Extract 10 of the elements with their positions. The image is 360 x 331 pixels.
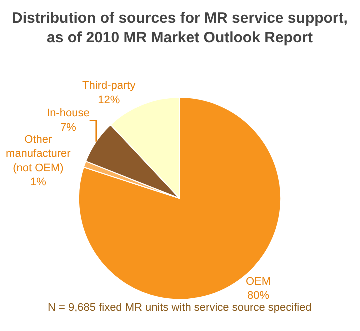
data-label: 7% <box>60 122 77 134</box>
data-label: 1% <box>30 176 47 189</box>
text: N = 9,685 fixed MR units with service source specified <box>48 302 312 314</box>
slice-label: In-house <box>47 108 90 120</box>
slice-label: Third-party <box>82 80 136 92</box>
data-label: 80% <box>248 290 270 302</box>
chart-title: Distribution of sources for MR service support, as of 2010 MR Market Outlook Report <box>12 10 348 47</box>
slice-label: OEM <box>246 276 272 288</box>
slice-label: Other manufacturer (not OEM) <box>6 134 72 174</box>
data-label: 12% <box>98 94 120 106</box>
